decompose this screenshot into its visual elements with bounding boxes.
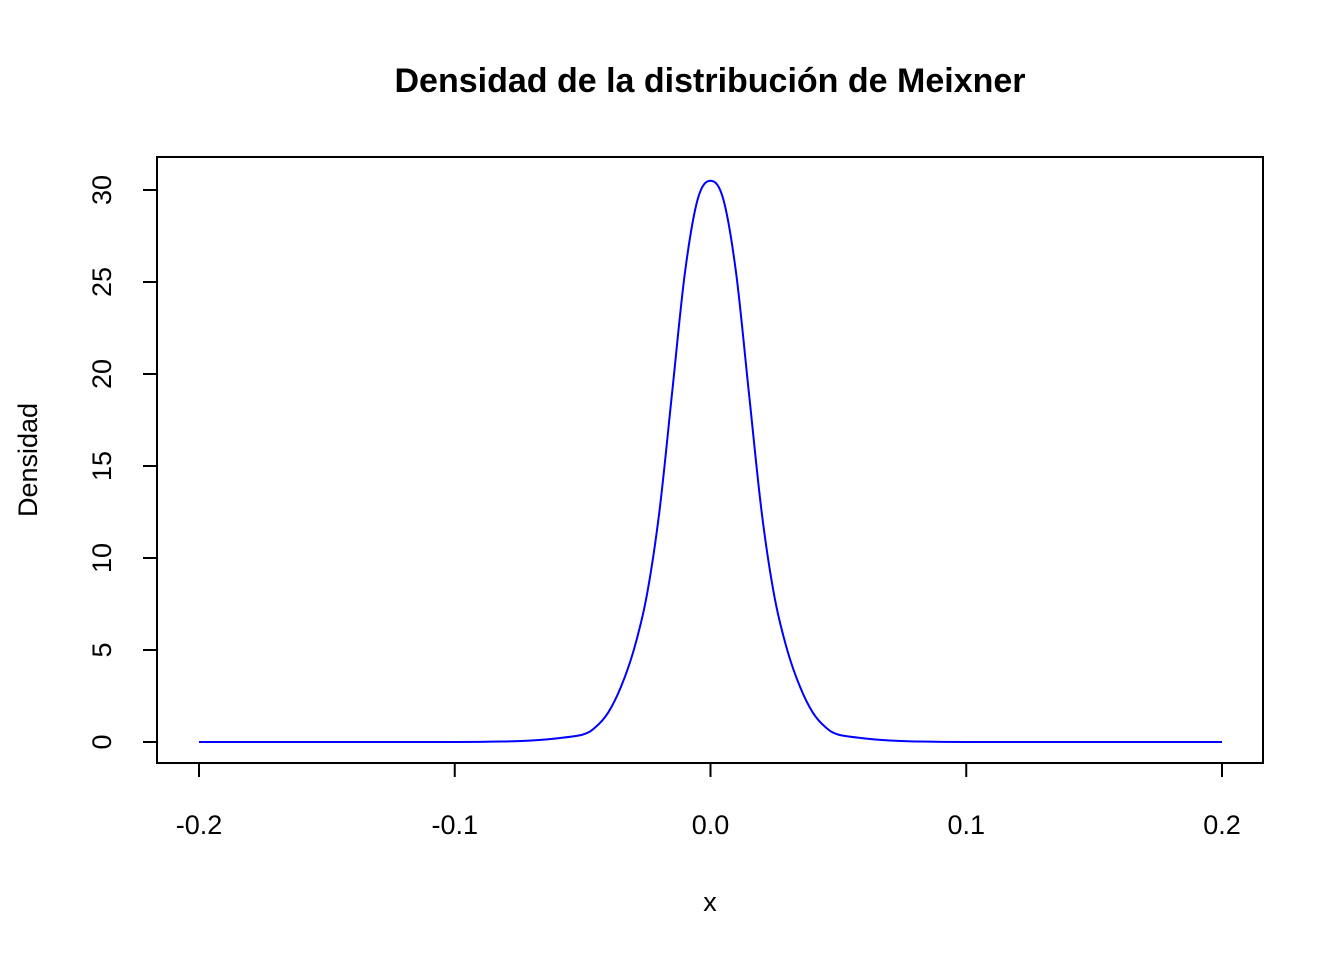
y-tick-label: 20 <box>87 359 117 389</box>
x-tick-label: 0.2 <box>1203 810 1241 840</box>
x-axis-ticks: -0.2 -0.1 0.0 0.1 0.2 <box>176 763 1241 840</box>
x-axis-label: x <box>703 887 717 917</box>
y-tick-label: 0 <box>87 734 117 749</box>
chart-title: Densidad de la distribución de Meixner <box>394 62 1025 100</box>
x-tick-label: 0.1 <box>947 810 985 840</box>
y-tick-label: 10 <box>87 543 117 573</box>
y-tick-label: 15 <box>87 451 117 481</box>
x-tick-label: -0.1 <box>431 810 478 840</box>
y-tick-label: 30 <box>87 175 117 205</box>
y-tick-label: 25 <box>87 267 117 297</box>
y-axis-ticks: 0 5 10 15 20 25 30 <box>87 175 157 750</box>
density-curve <box>198 179 1222 744</box>
y-tick-label: 5 <box>87 642 117 657</box>
plot-area <box>156 156 1264 764</box>
x-tick-label: 0.0 <box>692 810 730 840</box>
y-axis-label: Densidad <box>13 403 43 517</box>
x-tick-label: -0.2 <box>176 810 223 840</box>
